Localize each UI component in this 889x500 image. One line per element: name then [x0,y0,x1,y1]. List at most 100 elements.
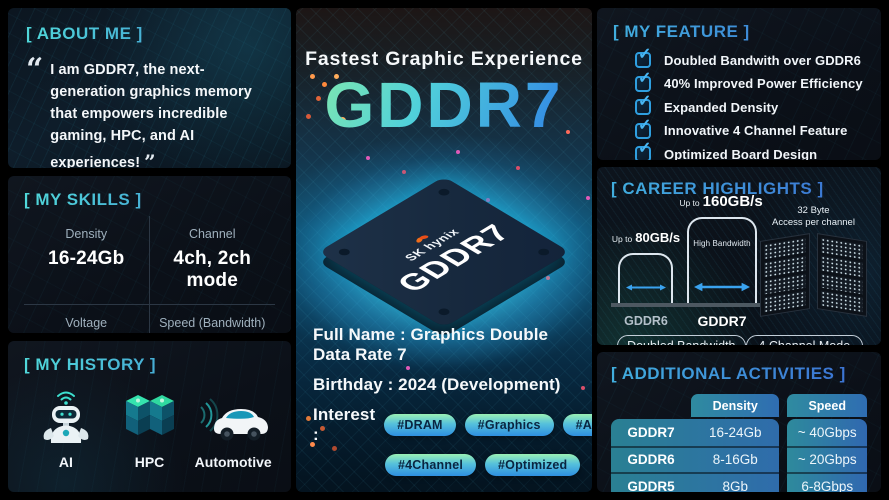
high-bandwidth-label: High Bandwidth [693,239,751,248]
additional-activities-panel: [ ADDITIONAL ACTIVITIES ] Density GDDR7 … [597,352,881,492]
about-me-quote: “ I am GDDR7, the next-generation graphi… [26,52,273,168]
tag-optimized: #Optimized [485,454,581,476]
comparison-table: Density GDDR7 16-24Gb GDDR6 8-16Gb GDDR5 [611,394,867,492]
full-name-line: Full Name : Graphics Double Data Rate 7 [313,325,549,364]
server-cubes-icon [125,395,174,435]
channel-caption: 32 Byte Access per channel [772,205,855,229]
skill-label: Speed (Bandwidth) [159,316,266,330]
birthday-line: Birthday : 2024 (Development) [313,375,561,394]
row-name: GDDR6 [627,452,675,468]
gddr7-bandwidth-value: 160GB/s [702,193,763,210]
density-value: 16-24Gb [708,424,762,440]
right-column: [ MY FEATURE ] ✓ Doubled Bandwith over G… [597,8,881,492]
checkbox-icon: ✓ [635,94,651,115]
density-column-header: Density [691,394,780,417]
hero-title: GDDR7 [296,70,592,141]
upto-label: Up to [611,234,633,244]
feature-item: ✓ Innovative 4 Channel Feature [635,117,865,139]
checkbox-icon: ✓ [635,141,651,160]
speed-value: 6-8Gbps [801,478,854,492]
left-column: [ ABOUT ME ] “ I am GDDR7, the next-gene… [8,8,291,492]
close-quote-icon: ” [144,150,156,168]
density-value: 8Gb [722,478,748,492]
additional-activities-header: [ ADDITIONAL ACTIVITIES ] [611,364,867,384]
checkbox-icon: ✓ [635,117,651,139]
channel-diagram: 32 Byte Access per channel [760,205,867,331]
gddr6-label: GDDR6 [624,314,668,328]
tag-4channel: #4Channel [385,454,477,476]
center-hero-panel: Fastest Graphic Experience GDDR7 SK hyni… [296,8,592,492]
open-quote-icon: “ [26,52,44,87]
gddr7-arc: High Bandwidth [687,217,757,303]
table-row: GDDR5 8Gb [611,472,780,492]
table-row: ~ 40Gbps [787,419,867,446]
chip-corner-dot [535,247,552,257]
history-label: AI [58,454,73,470]
chip-corner-dot [336,247,353,257]
row-name: GDDR5 [627,478,675,492]
skill-label: Channel [188,227,236,241]
career-highlights-panel: [ CAREER HIGHLIGHTS ] Up to 160GB/s Up to… [597,167,881,345]
skill-label: Voltage [65,316,108,330]
my-skills-panel: [ MY SKILLS ] Density 16-24Gb Channel 4c… [8,176,291,333]
career-highlights-header: [ CAREER HIGHLIGHTS ] [611,179,867,199]
robot-ai-icon [43,391,89,443]
decor-dots-orange [310,74,315,79]
feature-item: ✓ Doubled Bandwith over GDDR6 [635,47,865,68]
feature-label: Innovative 4 Channel Feature [664,123,848,138]
skill-channel: Channel 4ch, 2ch mode [149,216,275,305]
gddr6-bandwidth-value: 80GB/s [635,230,681,245]
density-value: 8-16Gb [712,452,758,468]
my-feature-header: [ MY FEATURE ] [613,22,865,42]
chip-corner-dot [436,307,452,317]
checkbox-icon: ✓ [635,47,651,68]
table-row: GDDR7 16-24Gb [611,419,779,446]
my-history-header: [ MY HISTORY ] [24,355,275,375]
feature-label: Doubled Bandwith over GDDR6 [664,52,861,68]
skill-value: 4ch, 2ch mode [173,248,252,291]
feature-label: Optimized Board Design [664,146,818,161]
hero-subtitle: Fastest Graphic Experience [305,48,583,70]
my-feature-panel: [ MY FEATURE ] ✓ Doubled Bandwith over G… [597,8,881,160]
history-item-hpc: HPC [108,389,192,470]
my-skills-header: [ MY SKILLS ] [24,190,275,210]
feature-item: ✓ Expanded Density [635,94,865,115]
feature-label: 40% Improved Power Efficiency [664,76,863,91]
about-me-panel: [ ABOUT ME ] “ I am GDDR7, the next-gene… [8,8,291,168]
table-row: ~ 20Gbps [787,445,867,473]
chip-corner-dot [436,187,452,197]
tag-graphics: #Graphics [464,414,554,436]
skills-grid: Density 16-24Gb Channel 4ch, 2ch mode Vo… [24,216,275,333]
gddr7-label: GDDR7 [697,313,747,329]
tag-ai: #AI [562,414,592,436]
history-label: Automotive [194,454,272,470]
upto-label: Up to [679,198,700,208]
quote-text: I am GDDR7, the next-generation graphics… [50,62,252,168]
doubled-bandwidth-badge: Doubled Bandwidth [617,335,746,345]
feature-list: ✓ Doubled Bandwith over GDDR6 ✓ 40% Impr… [613,47,865,161]
about-me-header: [ ABOUT ME ] [26,24,273,44]
tag-dram: #DRAM [384,414,456,436]
gddr6-arc [618,253,673,303]
skill-speed: Speed (Bandwidth) ~40Gbps (~160GB/s) [150,305,276,333]
double-arrow-icon [625,284,666,291]
speed-column-header: Speed [787,394,867,417]
history-item-ai: AI [24,389,108,470]
four-channel-mode-badge: 4 Channel Mode [745,335,863,345]
table-row: 6-8Gbps [787,472,867,492]
profile-info: Full Name : Graphics Double Data Rate 7 … [313,325,592,476]
feature-label: Expanded Density [664,99,779,115]
skill-label: Density [65,227,108,241]
memory-array-right [817,232,867,317]
chart-baseline [611,303,763,307]
decor-dots-magenta [366,156,370,160]
history-label: HPC [134,454,165,470]
skill-voltage: Voltage 1.2 / 1.1V [24,305,150,333]
skill-value: 16-24Gb [48,248,125,269]
history-items: AI [24,389,275,470]
sk-hynix-logo: SK hynix [393,222,463,263]
row-name: GDDR7 [627,424,675,440]
feature-item: ✓ 40% Improved Power Efficiency [635,70,865,92]
bandwidth-chart: Up to 160GB/s Up to 80GB/s High Bandwidth [611,193,763,331]
